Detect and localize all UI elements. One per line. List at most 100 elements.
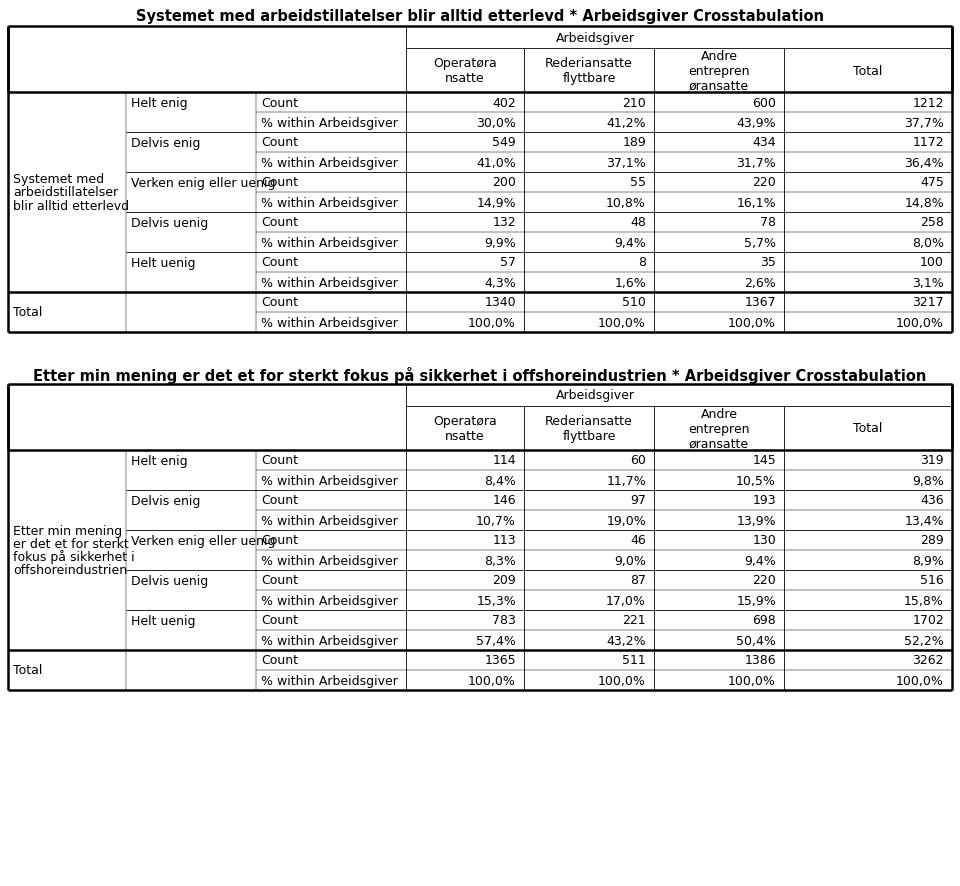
Text: 434: 434 — [753, 136, 776, 150]
Text: 57,4%: 57,4% — [476, 633, 516, 647]
Text: 100,0%: 100,0% — [468, 673, 516, 687]
Text: % within Arbeidsgiver: % within Arbeidsgiver — [261, 316, 397, 329]
Text: Count: Count — [261, 256, 298, 269]
Text: Count: Count — [261, 494, 298, 507]
Text: Verken enig eller uenig: Verken enig eller uenig — [131, 176, 276, 190]
Text: Arbeidsgiver: Arbeidsgiver — [556, 32, 635, 44]
Text: % within Arbeidsgiver: % within Arbeidsgiver — [261, 116, 397, 129]
Text: 37,7%: 37,7% — [904, 116, 944, 129]
Text: Delvis uenig: Delvis uenig — [131, 574, 208, 587]
Text: % within Arbeidsgiver: % within Arbeidsgiver — [261, 474, 397, 487]
Text: 3262: 3262 — [913, 654, 944, 667]
Text: 97: 97 — [630, 494, 646, 507]
Text: Arbeidsgiver: Arbeidsgiver — [556, 389, 635, 402]
Text: 1702: 1702 — [912, 614, 944, 626]
Text: 220: 220 — [753, 574, 776, 587]
Text: 1367: 1367 — [744, 296, 776, 309]
Text: 130: 130 — [753, 534, 776, 547]
Text: 14,9%: 14,9% — [476, 197, 516, 209]
Text: 220: 220 — [753, 176, 776, 190]
Text: 1340: 1340 — [485, 296, 516, 309]
Text: 1386: 1386 — [744, 654, 776, 667]
Text: Delvis uenig: Delvis uenig — [131, 216, 208, 229]
Text: 8,3%: 8,3% — [484, 554, 516, 567]
Text: 475: 475 — [920, 176, 944, 190]
Text: 10,8%: 10,8% — [606, 197, 646, 209]
Text: 11,7%: 11,7% — [607, 474, 646, 487]
Text: 55: 55 — [630, 176, 646, 190]
Text: 100,0%: 100,0% — [896, 673, 944, 687]
Text: blir alltid etterlevd: blir alltid etterlevd — [13, 199, 130, 213]
Text: Count: Count — [261, 454, 298, 467]
Text: 114: 114 — [492, 454, 516, 467]
Text: 783: 783 — [492, 614, 516, 626]
Text: 132: 132 — [492, 216, 516, 229]
Text: Rederiansatte
flyttbare: Rederiansatte flyttbare — [545, 57, 633, 85]
Text: Andre
entrepren
øransatte: Andre entrepren øransatte — [688, 407, 750, 450]
Text: 4,3%: 4,3% — [484, 276, 516, 289]
Text: Etter min mening: Etter min mening — [13, 525, 122, 538]
Text: 289: 289 — [921, 534, 944, 547]
Text: % within Arbeidsgiver: % within Arbeidsgiver — [261, 514, 397, 527]
Text: Count: Count — [261, 216, 298, 229]
Text: 100,0%: 100,0% — [728, 316, 776, 329]
Text: % within Arbeidsgiver: % within Arbeidsgiver — [261, 197, 397, 209]
Text: 16,1%: 16,1% — [736, 197, 776, 209]
Text: 100,0%: 100,0% — [598, 673, 646, 687]
Text: 35: 35 — [760, 256, 776, 269]
Text: 146: 146 — [492, 494, 516, 507]
Text: 100,0%: 100,0% — [728, 673, 776, 687]
Text: 100,0%: 100,0% — [598, 316, 646, 329]
Text: 41,0%: 41,0% — [476, 156, 516, 169]
Text: offshoreindustrien: offshoreindustrien — [13, 563, 127, 577]
Text: Rederiansatte
flyttbare: Rederiansatte flyttbare — [545, 415, 633, 442]
Text: Count: Count — [261, 176, 298, 190]
Text: 37,1%: 37,1% — [607, 156, 646, 169]
Text: 43,9%: 43,9% — [736, 116, 776, 129]
Text: er det et for sterkt: er det et for sterkt — [13, 538, 129, 550]
Text: 698: 698 — [753, 614, 776, 626]
Text: 30,0%: 30,0% — [476, 116, 516, 129]
Text: 48: 48 — [630, 216, 646, 229]
Text: 5,7%: 5,7% — [744, 237, 776, 249]
Text: arbeidstillatelser: arbeidstillatelser — [13, 186, 118, 199]
Text: Helt uenig: Helt uenig — [131, 256, 196, 269]
Text: 13,4%: 13,4% — [904, 514, 944, 527]
Text: 200: 200 — [492, 176, 516, 190]
Text: 113: 113 — [492, 534, 516, 547]
Text: 193: 193 — [753, 494, 776, 507]
Text: Verken enig eller uenig: Verken enig eller uenig — [131, 534, 276, 547]
Text: % within Arbeidsgiver: % within Arbeidsgiver — [261, 276, 397, 289]
Text: 1172: 1172 — [912, 136, 944, 150]
Text: % within Arbeidsgiver: % within Arbeidsgiver — [261, 633, 397, 647]
Text: 31,7%: 31,7% — [736, 156, 776, 169]
Text: Total: Total — [13, 307, 42, 319]
Text: Count: Count — [261, 296, 298, 309]
Text: 52,2%: 52,2% — [904, 633, 944, 647]
Text: 319: 319 — [921, 454, 944, 467]
Text: 15,9%: 15,9% — [736, 594, 776, 607]
Text: 100,0%: 100,0% — [468, 316, 516, 329]
Text: 402: 402 — [492, 97, 516, 109]
Text: % within Arbeidsgiver: % within Arbeidsgiver — [261, 673, 397, 687]
Text: Count: Count — [261, 654, 298, 667]
Text: 13,9%: 13,9% — [736, 514, 776, 527]
Text: % within Arbeidsgiver: % within Arbeidsgiver — [261, 156, 397, 169]
Text: 19,0%: 19,0% — [607, 514, 646, 527]
Text: 8,4%: 8,4% — [484, 474, 516, 487]
Text: Etter min mening er det et for sterkt fokus på sikkerhet i offshoreindustrien * : Etter min mening er det et for sterkt fo… — [34, 367, 926, 384]
Text: 50,4%: 50,4% — [736, 633, 776, 647]
Text: 3,1%: 3,1% — [912, 276, 944, 289]
Text: 8,9%: 8,9% — [912, 554, 944, 567]
Text: 46: 46 — [631, 534, 646, 547]
Text: 549: 549 — [492, 136, 516, 150]
Text: Operatøra
nsatte: Operatøra nsatte — [433, 57, 497, 85]
Text: 10,5%: 10,5% — [736, 474, 776, 487]
Text: % within Arbeidsgiver: % within Arbeidsgiver — [261, 594, 397, 607]
Text: 221: 221 — [622, 614, 646, 626]
Text: 3217: 3217 — [912, 296, 944, 309]
Text: 1212: 1212 — [913, 97, 944, 109]
Text: Systemet med arbeidstillatelser blir alltid etterlevd * Arbeidsgiver Crosstabula: Systemet med arbeidstillatelser blir all… — [136, 9, 824, 24]
Text: Systemet med: Systemet med — [13, 174, 104, 186]
Text: Total: Total — [853, 65, 882, 77]
